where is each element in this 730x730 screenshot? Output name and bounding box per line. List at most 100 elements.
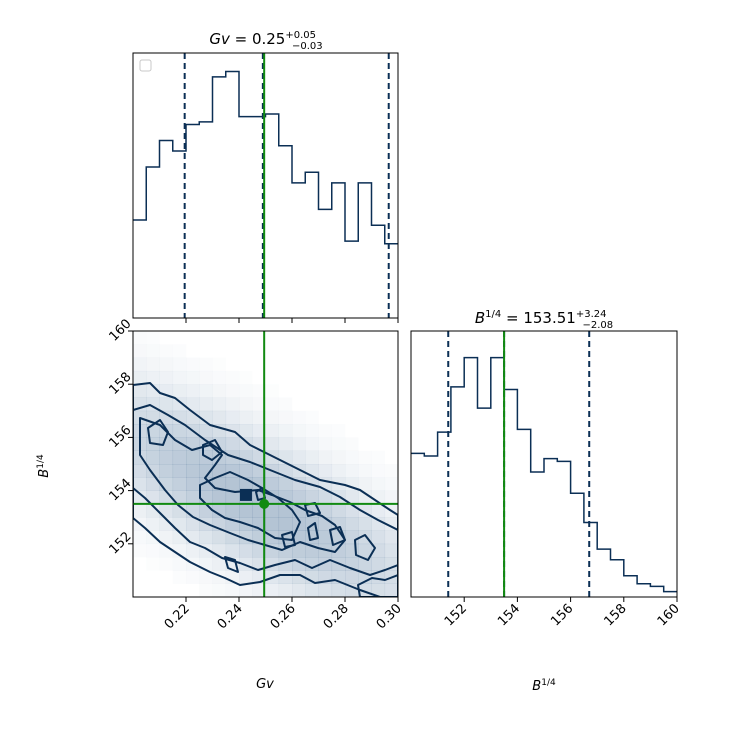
density-cell [133,370,147,385]
density-cell [212,490,227,505]
density-cell [252,424,266,438]
density-cell [358,490,372,505]
gv-histogram-bin [279,146,292,318]
density-cell [292,424,306,438]
density-cell [279,398,293,412]
density-cell [199,384,213,398]
density-cell [172,424,187,438]
b-histogram-bin [650,586,663,597]
density-cell [384,583,398,597]
density-cell [186,517,200,531]
contour-x-tick-label: 0.28 [321,601,352,632]
density-cell [318,490,333,505]
density-cell [159,503,174,518]
density-cell [372,464,386,478]
density-cell [318,530,333,545]
b-histogram-bin [531,472,544,597]
density-cell [239,437,253,451]
gv-histogram-bin [319,209,332,318]
b-histogram-bin [491,358,504,597]
b-histogram-bin [597,549,610,597]
b-title-upper-error: +3.24 [576,309,607,320]
density-cell [186,490,200,505]
contour-inner-1 [133,404,398,576]
density-cell [186,370,200,385]
gv-histogram-bin [345,241,358,318]
density-cell [252,397,266,412]
density-cell [318,464,333,478]
density-cell [265,410,280,425]
contour-truth-point [259,498,270,509]
b-histogram-frame [410,330,678,598]
density-cell [146,544,160,558]
density-cell [239,410,253,425]
density-cell [331,490,346,505]
b-histogram-bin [557,461,570,597]
b-x-tick-label: 160 [655,601,683,629]
density-cell [239,570,253,584]
b-histogram-bin [504,390,517,597]
b-histogram-bin [544,459,557,597]
gv-histogram-panel: Gv = 0.25+0.05 −0.03 [132,30,399,323]
b-histogram-bin [451,387,464,597]
density-cell [265,437,280,451]
density-cell [159,437,174,451]
b-histogram-bin [464,358,477,597]
b-x-tick-label: 158 [601,601,629,629]
b-histogram-bin [424,456,437,597]
density-cell [186,477,200,491]
density-cell [133,503,147,518]
density-cell [331,503,346,518]
density-cell [146,357,160,372]
density-cell [292,450,306,465]
density-cell [133,477,147,491]
density-cell [265,503,280,518]
density-cell [225,410,240,425]
contour-island-3 [224,556,239,573]
density-cell [159,530,174,545]
gv-histogram-bin [266,114,279,318]
b-histogram-bin [664,592,677,597]
gv-title-lower-error: −0.03 [292,41,323,52]
density-cell [186,384,200,398]
density-cell [133,544,147,558]
density-cell [305,490,319,505]
density-cell [371,477,386,491]
density-cell [159,450,174,465]
gv-histogram-steps [133,70,398,245]
gv-histogram-bin [358,183,371,318]
density-cell [173,570,187,584]
b-histogram-bin [584,523,597,597]
density-cell [252,557,266,571]
b-histogram-bin [571,493,584,597]
contour-y-tick-label: 158 [106,370,134,398]
density-cell [278,583,293,597]
density-cell [172,397,187,412]
density-cell [292,583,306,597]
density-cell [225,490,240,505]
density-cell [133,464,147,478]
density-cell [173,358,187,372]
b-title-lower-error: −2.08 [582,320,613,331]
density-cell [305,450,319,465]
density-cell [213,584,227,598]
density-cell [199,530,213,545]
density-cell [318,503,333,518]
contour-y-tick-label: 154 [106,476,134,504]
density-cell [186,397,200,412]
density-cell [159,397,174,412]
density-cell [385,477,399,491]
density-cell [252,583,266,597]
density-cell [159,543,174,558]
density-cell [133,490,147,505]
b-histogram-bin [637,584,650,597]
density-cell [225,543,240,558]
density-cell [213,358,227,372]
density-cell [226,371,240,385]
contour-island-2 [202,439,223,461]
b-xlabel-base: B [532,679,541,694]
density-cell [292,490,306,505]
density-cell [332,437,346,451]
gv-histogram-background [133,53,398,318]
contour-y-tick-label: 152 [106,529,134,557]
